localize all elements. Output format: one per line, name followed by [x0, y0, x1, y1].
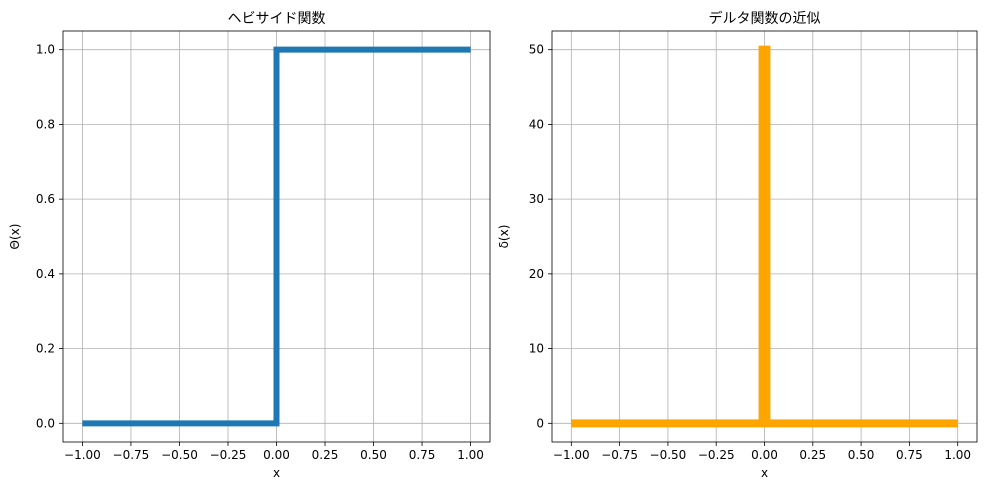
x-tick-label: −1.00: [553, 448, 590, 462]
x-tick-label: −0.25: [698, 448, 735, 462]
x-tick-label: −0.50: [650, 448, 687, 462]
x-tick-label: −0.50: [161, 448, 198, 462]
x-tick-label: 0.00: [263, 448, 290, 462]
x-axis-label: x: [273, 466, 280, 480]
x-tick-label: 0.25: [799, 448, 826, 462]
x-tick-label: 0.50: [848, 448, 875, 462]
x-tick-label: 0.25: [312, 448, 339, 462]
y-tick-label: 10: [529, 342, 544, 356]
x-tick-label: 0.75: [896, 448, 923, 462]
y-tick-label: 0.8: [36, 117, 55, 131]
x-axis-label: x: [761, 466, 768, 480]
y-tick-label: 30: [529, 192, 544, 206]
y-tick-label: 20: [529, 267, 544, 281]
chart-title: デルタ関数の近似: [709, 10, 821, 27]
y-tick-label: 0.0: [36, 416, 55, 430]
series-line: [82, 46, 471, 427]
y-tick-label: 0.4: [36, 267, 55, 281]
x-tick-label: −0.75: [601, 448, 638, 462]
series-line: [571, 45, 958, 428]
y-tick-label: 0: [536, 416, 544, 430]
y-axis-label: Θ(x): [8, 224, 22, 250]
x-tick-label: −1.00: [64, 448, 101, 462]
x-tick-label: 0.00: [751, 448, 778, 462]
x-tick-label: 0.75: [409, 448, 436, 462]
x-tick-label: 0.50: [360, 448, 387, 462]
x-tick-label: 1.00: [457, 448, 484, 462]
x-tick-label: −0.25: [210, 448, 247, 462]
y-tick-label: 0.2: [36, 342, 55, 356]
delta-approximation-chart: −1.00 −0.75 −0.50 −0.25 0.00 0.25 0.50 0.75 1.00…: [497, 10, 978, 480]
y-tick-label: 1.0: [36, 43, 55, 57]
y-tick-label: 40: [529, 117, 544, 131]
x-tick-label: −0.75: [113, 448, 150, 462]
heaviside-chart: −1.00 −0.75 −0.50 −0.25 0.00 0.25 0.50 0.75 1.00…: [8, 11, 491, 480]
y-tick-label: 0.6: [36, 192, 55, 206]
y-axis-label: δ(x): [497, 225, 511, 249]
chart-title: ヘビサイド関数: [228, 11, 326, 27]
y-tick-label: 50: [529, 43, 544, 57]
x-tick-label: 1.00: [944, 448, 971, 462]
